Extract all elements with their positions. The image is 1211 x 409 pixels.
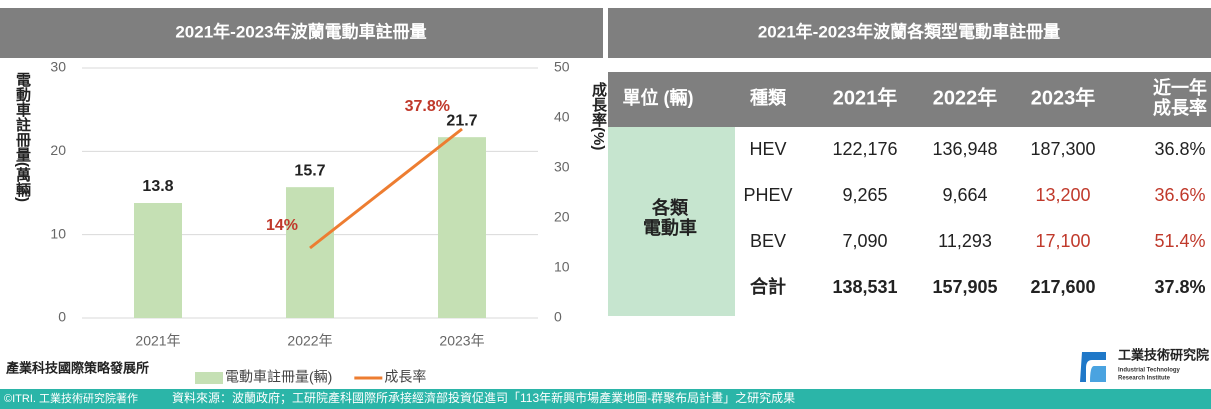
- y-tick-label: 0: [58, 309, 66, 325]
- bar: [286, 187, 334, 318]
- chart-title: 2021年-2023年波蘭電動車註冊量: [175, 21, 426, 41]
- table-cell: 157,905: [932, 277, 997, 297]
- table-cell: 37.8%: [1154, 277, 1205, 297]
- footer-source: 資料來源：波蘭政府；工研院產科國際所承接經濟部投資促進司「113年新興市場產業地…: [172, 390, 795, 405]
- table-cell: 9,265: [842, 185, 887, 205]
- y-tick-label: 10: [50, 225, 66, 241]
- table-cell: 7,090: [842, 231, 887, 251]
- table-header-bg: [608, 72, 1211, 127]
- table-title-bar: [608, 8, 1211, 58]
- table-cell: BEV: [750, 231, 786, 251]
- chart-title-bar: [0, 8, 603, 58]
- table-header: 種類: [750, 87, 787, 108]
- y-tick-label: 20: [50, 142, 66, 158]
- y2-tick-label: 40: [554, 109, 570, 125]
- table-header: 單位 (輛): [623, 87, 694, 108]
- bar: [134, 203, 182, 318]
- source-org: 產業科技國際策略發展所: [5, 360, 149, 375]
- data-label: 14%: [266, 217, 298, 234]
- y-tick-label: 30: [50, 59, 66, 75]
- footer-bar: [0, 389, 1211, 409]
- table-cell: 9,664: [942, 185, 987, 205]
- table-cell: 17,100: [1035, 231, 1090, 251]
- x-tick-label: 2023年: [439, 333, 484, 349]
- data-label: 21.7: [446, 112, 477, 129]
- y-axis-label: 電動車註冊量(萬輛): [14, 72, 31, 202]
- x-tick-label: 2021年: [135, 333, 180, 349]
- x-tick-label: 2022年: [287, 333, 332, 349]
- table-group-bg: [608, 127, 735, 316]
- table-cell: 136,948: [932, 139, 997, 159]
- legend-label: 成長率: [384, 369, 426, 385]
- footer-copyright: ©ITRI. 工業技術研究院著作: [4, 391, 138, 405]
- table-cell: HEV: [749, 139, 786, 159]
- table-header: 2023年: [1031, 85, 1096, 109]
- data-label: 37.8%: [405, 98, 450, 115]
- bar: [438, 137, 486, 318]
- y2-axis-label: 成長率(%): [590, 81, 607, 150]
- line: [309, 127, 463, 250]
- y2-tick-label: 20: [554, 209, 570, 225]
- table-cell: 36.8%: [1154, 139, 1205, 159]
- table-cell: 217,600: [1030, 277, 1095, 297]
- logo-en: Industrial Technology: [1118, 368, 1181, 374]
- table-cell: PHEV: [743, 185, 792, 205]
- table-cell: 13,200: [1035, 185, 1090, 205]
- y2-tick-label: 50: [554, 59, 570, 75]
- y2-tick-label: 10: [554, 259, 570, 275]
- table-header: 2022年: [933, 85, 998, 109]
- table-cell: 187,300: [1030, 139, 1095, 159]
- y2-tick-label: 0: [554, 309, 562, 325]
- table-cell: 合計: [750, 276, 786, 297]
- y2-tick-label: 30: [554, 159, 570, 175]
- data-label: 15.7: [294, 162, 325, 179]
- logo-en: Research Institute: [1118, 376, 1171, 382]
- table-cell: 11,293: [938, 231, 992, 251]
- legend-label: 電動車註冊量(輛): [225, 369, 332, 385]
- table-group: 各類電動車: [643, 197, 697, 238]
- table-cell: 122,176: [832, 139, 897, 159]
- table-cell: 51.4%: [1154, 231, 1205, 251]
- table-cell: 36.6%: [1154, 185, 1205, 205]
- logo-icon: [1080, 352, 1106, 382]
- data-label: 13.8: [142, 178, 173, 195]
- table-header: 近一年成長率: [1153, 77, 1207, 118]
- logo-name: 工業技術研究院: [1118, 347, 1209, 362]
- table-header: 2021年: [833, 85, 898, 109]
- table-title: 2021年-2023年波蘭各類型電動車註冊量: [758, 21, 1060, 41]
- legend-swatch: [195, 372, 223, 384]
- logo-icon: [1090, 366, 1106, 382]
- table-cell: 138,531: [832, 277, 897, 297]
